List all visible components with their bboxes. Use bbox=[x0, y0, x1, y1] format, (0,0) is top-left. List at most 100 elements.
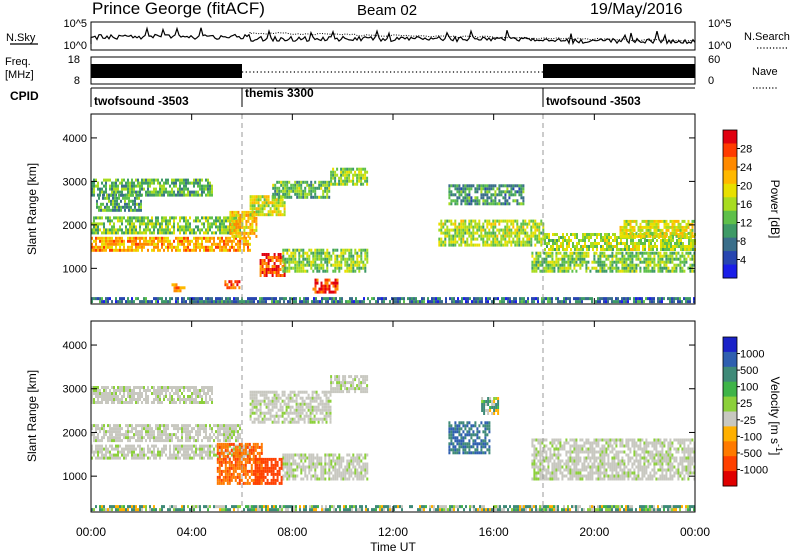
power-echo-cell bbox=[121, 231, 123, 235]
power-echo-cell bbox=[320, 195, 323, 199]
velocity-echo-cell bbox=[195, 424, 197, 428]
power-echo-cell bbox=[123, 187, 125, 191]
power-echo-cell bbox=[625, 225, 628, 229]
power-echo-cell bbox=[157, 216, 159, 220]
velocity-echo-cell bbox=[113, 386, 115, 389]
power-echo-cell bbox=[338, 266, 341, 270]
power-echo-cell bbox=[265, 265, 268, 268]
power-echo-cell bbox=[657, 297, 659, 301]
power-echo-cell bbox=[669, 257, 672, 261]
power-echo-cell bbox=[600, 236, 602, 239]
power-echo-cell bbox=[139, 225, 141, 229]
power-echo-cell bbox=[273, 271, 276, 274]
power-echo-cell bbox=[561, 263, 564, 267]
power-echo-cell bbox=[290, 189, 293, 193]
power-echo-cell bbox=[135, 228, 137, 232]
power-echo-cell bbox=[117, 242, 119, 246]
velocity-echo-cell bbox=[169, 436, 171, 440]
power-echo-cell bbox=[167, 219, 169, 223]
power-echo-cell bbox=[687, 300, 689, 304]
power-echo-cell bbox=[185, 248, 187, 252]
velocity-echo-cell bbox=[101, 447, 103, 451]
power-echo-cell bbox=[292, 266, 295, 270]
power-echo-cell bbox=[203, 216, 205, 220]
power-echo-cell bbox=[330, 263, 333, 267]
velocity-echo-cell bbox=[117, 430, 119, 434]
power-echo-cell bbox=[621, 269, 624, 273]
power-echo-cell bbox=[223, 231, 225, 235]
power-echo-cell bbox=[536, 222, 539, 226]
velocity-echo-cell bbox=[173, 456, 175, 460]
power-echo-cell bbox=[665, 219, 668, 223]
power-echo-cell bbox=[91, 228, 93, 232]
power-echo-cell bbox=[657, 266, 660, 270]
power-echo-cell bbox=[169, 300, 171, 304]
power-echo-cell bbox=[131, 187, 133, 191]
velocity-echo-cell bbox=[239, 424, 241, 428]
power-echo-cell bbox=[280, 195, 283, 199]
power-echo-cell bbox=[631, 263, 634, 267]
power-echo-cell bbox=[641, 251, 644, 255]
power-echo-cell bbox=[229, 222, 232, 226]
power-echo-cell bbox=[175, 184, 177, 188]
power-echo-cell bbox=[595, 269, 598, 273]
power-echo-cell bbox=[187, 190, 189, 194]
power-echo-cell bbox=[633, 254, 636, 258]
power-echo-cell bbox=[587, 266, 590, 270]
power-echo-cell bbox=[193, 184, 195, 188]
power-echo-cell bbox=[163, 193, 165, 197]
power-echo-cell bbox=[279, 262, 282, 265]
power-echo-cell bbox=[547, 254, 550, 258]
velocity-echo-cell bbox=[261, 399, 264, 403]
velocity-echo-cell bbox=[139, 424, 141, 428]
power-echo-cell bbox=[141, 184, 143, 188]
power-echo-cell bbox=[141, 242, 143, 246]
velocity-echo-cell bbox=[253, 396, 256, 400]
velocity-echo-cell bbox=[181, 436, 183, 440]
power-echo-cell bbox=[199, 236, 201, 240]
power-echo-cell bbox=[99, 216, 101, 220]
power-echo-cell bbox=[651, 266, 654, 270]
velocity-echo-cell bbox=[159, 389, 161, 392]
velocity-echo-cell bbox=[143, 398, 145, 401]
power-echo-cell bbox=[292, 248, 295, 252]
velocity-echo-cell bbox=[137, 444, 139, 448]
power-echo-cell bbox=[567, 263, 570, 267]
power-echo-cell bbox=[296, 192, 299, 196]
velocity-echo-cell bbox=[271, 399, 274, 403]
velocity-echo-cell bbox=[179, 401, 181, 404]
velocity-echo-cell bbox=[275, 414, 278, 418]
power-echo-cell bbox=[631, 260, 634, 264]
power-echo-cell bbox=[625, 260, 628, 264]
power-echo-cell bbox=[193, 190, 195, 194]
power-echo-cell bbox=[605, 269, 608, 273]
power-echo-cell bbox=[619, 251, 622, 255]
power-echo-cell bbox=[673, 297, 675, 301]
power-echo-cell bbox=[582, 248, 584, 251]
power-echo-cell bbox=[690, 242, 692, 245]
power-echo-cell bbox=[298, 183, 301, 187]
power-echo-cell bbox=[468, 202, 471, 206]
power-echo-cell bbox=[673, 263, 676, 267]
power-echo-cell bbox=[679, 222, 682, 226]
power-echo-cell bbox=[193, 245, 195, 249]
power-echo-cell bbox=[189, 248, 191, 252]
power-echo-cell bbox=[519, 297, 521, 301]
power-echo-cell bbox=[314, 278, 317, 282]
power-echo-cell bbox=[506, 234, 509, 238]
power-echo-cell bbox=[629, 266, 632, 270]
power-echo-cell bbox=[385, 297, 387, 301]
power-echo-cell bbox=[649, 300, 651, 304]
power-echo-cell bbox=[480, 193, 483, 197]
velocity-echo-cell bbox=[97, 453, 99, 457]
power-echo-cell bbox=[508, 237, 511, 241]
power-echo-cell bbox=[662, 245, 664, 248]
power-echo-cell bbox=[490, 225, 493, 229]
power-echo-cell bbox=[444, 237, 447, 241]
velocity-echo-cell bbox=[165, 439, 167, 443]
power-echo-cell bbox=[645, 269, 648, 273]
power-echo-cell bbox=[201, 222, 203, 226]
power-echo-cell bbox=[298, 248, 301, 252]
power-echo-cell bbox=[657, 263, 660, 267]
power-echo-cell bbox=[195, 219, 197, 223]
